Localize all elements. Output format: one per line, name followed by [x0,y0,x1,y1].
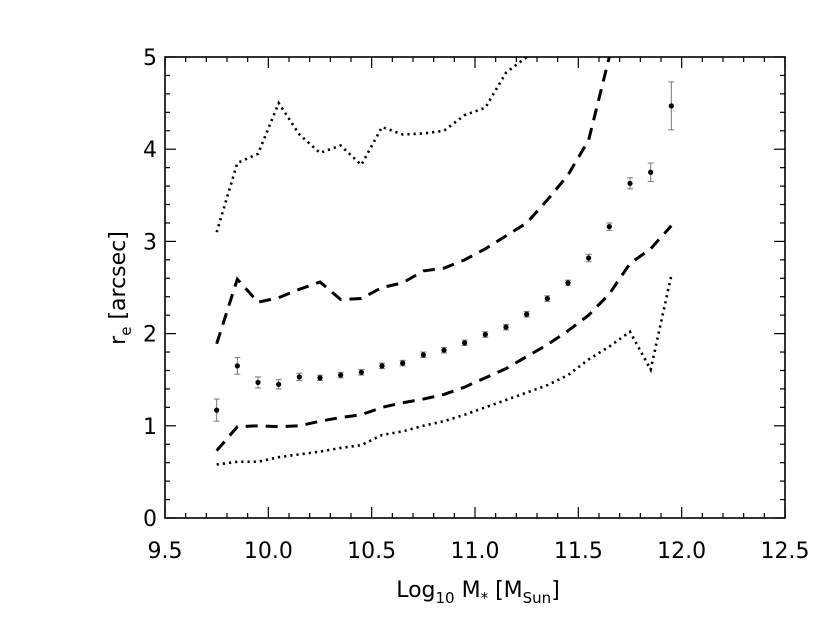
data-point [648,169,654,175]
x-tick-label: 12.5 [761,539,810,564]
y-axis-title: re [arcsec] [106,231,135,345]
upper-decile-line [215,57,528,233]
data-point [255,379,261,386]
x-tick-label: 10.5 [347,539,396,564]
data-point [524,311,530,317]
x-tick-label: 9.5 [148,539,183,564]
lower-decile-line [216,275,673,466]
x-tick-label: 10.0 [244,539,293,564]
data-point [462,340,468,346]
data-point [606,224,612,230]
data-point [338,372,344,378]
data-point [420,352,426,358]
data-point [379,363,385,369]
data-point [400,360,406,366]
data-point [627,180,633,186]
x-axis-title: Log10 M* [MSun] [396,578,560,607]
y-tick-label: 1 [143,415,157,440]
data-point [214,407,220,413]
data-point [234,363,240,369]
upper-quartile-line [215,57,611,345]
data-point [441,347,447,353]
plot-frame [164,56,786,519]
data-point [482,331,488,338]
data-point [586,255,592,261]
data-point [296,374,302,380]
data-point [544,295,550,302]
x-tick-label: 12.0 [657,539,706,564]
y-tick-label: 0 [143,507,157,532]
y-tick-label: 5 [143,46,157,71]
data-point [358,369,364,375]
data-point [565,280,571,286]
plot-area [213,57,675,466]
y-tick-label: 2 [143,323,157,348]
data-point [503,324,509,330]
y-tick-label: 3 [143,230,157,255]
x-tick-label: 11.0 [451,539,500,564]
lower-quartile-line [215,224,673,452]
data-point [668,103,674,109]
data-point [317,375,323,381]
data-point [276,381,282,387]
axes: 9.5 10.0 10.5 11.0 11.5 12.0 12.5 0 1 2 3 4 5 [143,46,809,564]
y-tick-label: 4 [143,138,157,163]
x-tick-label: 11.5 [554,539,603,564]
